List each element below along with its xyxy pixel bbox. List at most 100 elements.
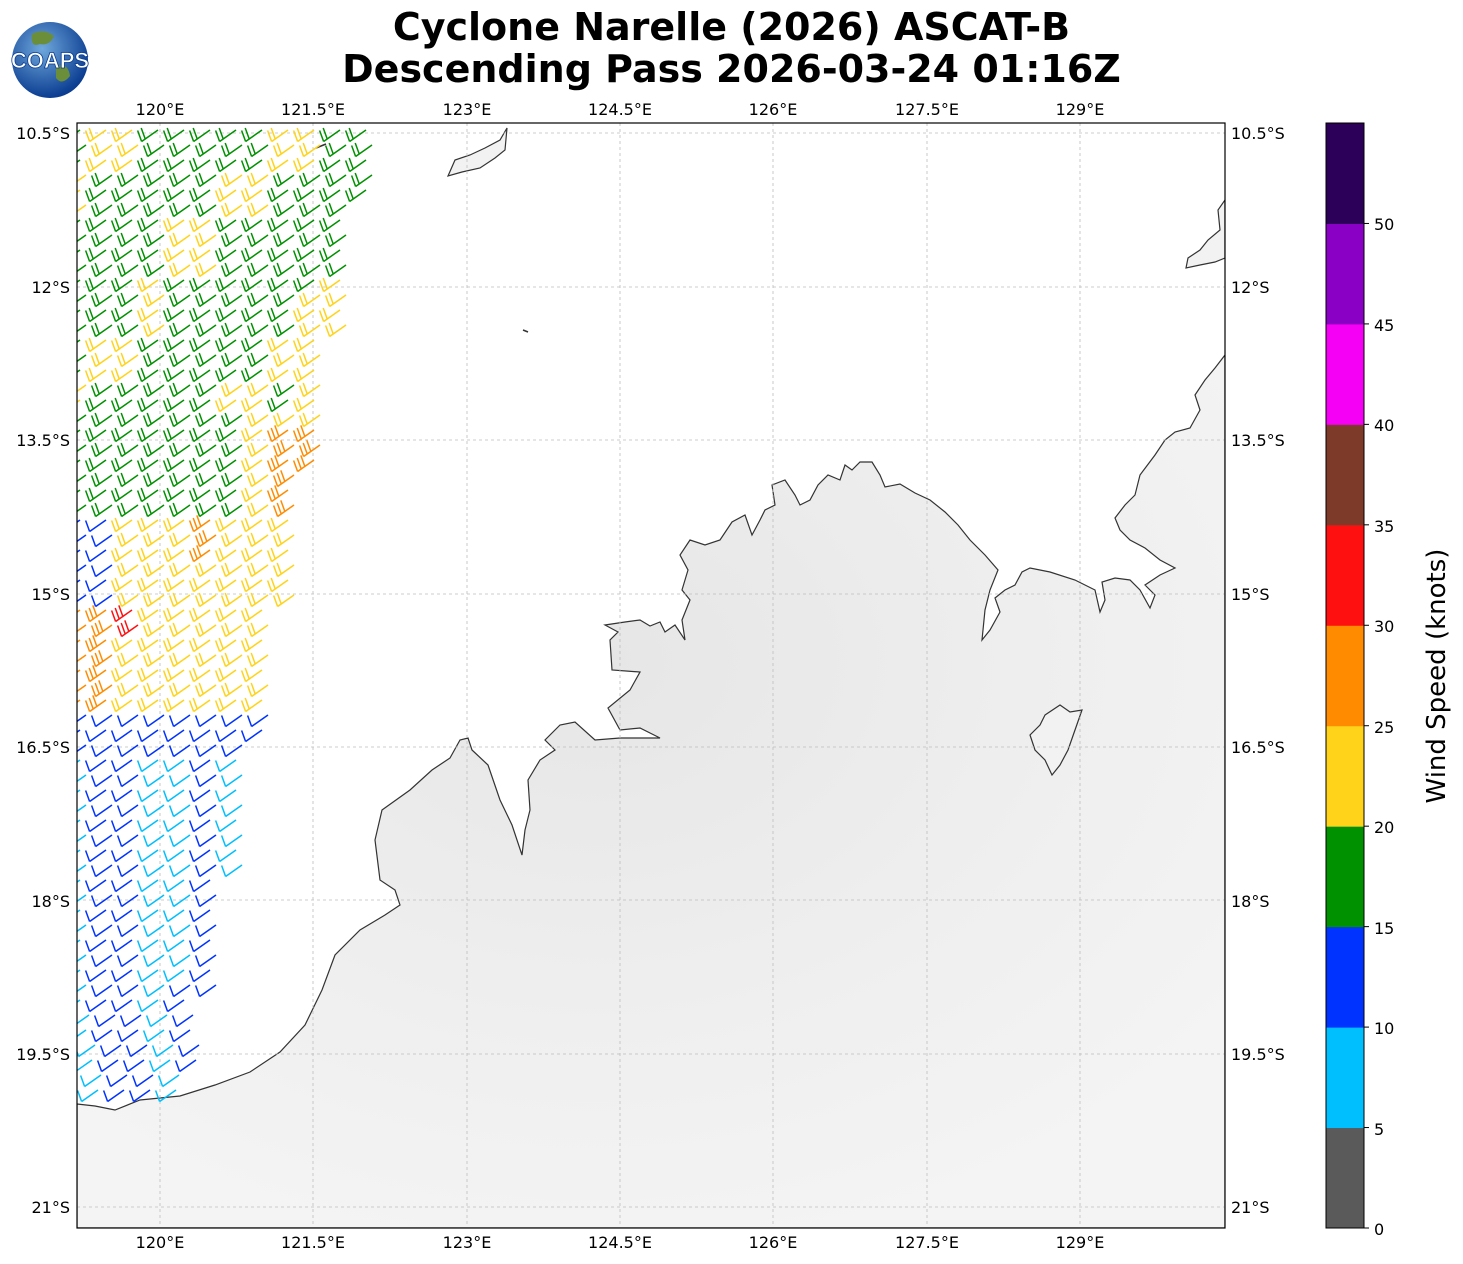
wind-barb bbox=[168, 382, 191, 398]
wind-barb bbox=[151, 1044, 174, 1058]
wind-barb bbox=[162, 909, 185, 923]
wind-barb bbox=[214, 759, 237, 773]
wind-barb bbox=[162, 789, 185, 803]
wind-barb bbox=[272, 292, 295, 308]
wind-barb bbox=[162, 999, 185, 1013]
wind-barb bbox=[77, 624, 87, 633]
wind-barb bbox=[168, 142, 191, 158]
wind-barb bbox=[84, 487, 107, 503]
wind-barb bbox=[220, 442, 243, 458]
wind-barb bbox=[77, 564, 87, 573]
wind-barb bbox=[318, 127, 341, 143]
wind-barb bbox=[110, 367, 133, 383]
wind-barb bbox=[136, 849, 159, 863]
wind-barb bbox=[84, 879, 107, 893]
wind-barb bbox=[240, 547, 263, 563]
wind-barb bbox=[90, 650, 113, 668]
wind-barb bbox=[318, 247, 341, 263]
y-tick-label: 21°S bbox=[31, 1198, 70, 1217]
wind-barb bbox=[188, 187, 211, 203]
wind-barb bbox=[240, 187, 263, 203]
wind-barb bbox=[90, 864, 113, 878]
wind-barb bbox=[168, 864, 191, 878]
wind-barb bbox=[136, 789, 159, 803]
wind-barb bbox=[90, 322, 113, 338]
wind-barb bbox=[272, 412, 295, 428]
colorbar-segment bbox=[1326, 926, 1364, 1028]
wind-barb bbox=[162, 337, 185, 353]
wind-barb bbox=[168, 774, 191, 788]
y-tick-label: 12°S bbox=[31, 278, 70, 297]
wind-barb bbox=[168, 622, 191, 638]
wind-barb bbox=[84, 759, 107, 773]
wind-barb bbox=[116, 954, 139, 968]
wind-barb bbox=[298, 440, 321, 458]
wind-barb bbox=[77, 444, 87, 453]
wind-barb bbox=[136, 187, 159, 203]
wind-barb bbox=[246, 472, 269, 488]
wind-barb bbox=[188, 277, 211, 293]
wind-barb bbox=[116, 864, 139, 878]
wind-barb bbox=[272, 532, 295, 548]
wind-barb bbox=[142, 682, 165, 698]
wind-barb bbox=[136, 607, 159, 623]
wind-barb bbox=[240, 427, 263, 443]
wind-barb bbox=[214, 667, 237, 683]
wind-barb bbox=[194, 954, 217, 968]
wind-barb bbox=[84, 635, 107, 653]
wind-barb bbox=[84, 695, 107, 713]
wind-barb bbox=[90, 232, 113, 248]
wind-barb bbox=[90, 382, 113, 398]
wind-barb bbox=[240, 337, 263, 353]
wind-barb bbox=[90, 620, 113, 638]
wind-barb bbox=[84, 247, 107, 263]
wind-barb bbox=[266, 187, 289, 203]
wind-barb bbox=[188, 217, 211, 233]
wind-barb bbox=[77, 684, 87, 693]
wind-barb bbox=[90, 412, 113, 428]
colorbar-segment bbox=[1326, 826, 1364, 928]
wind-barb bbox=[77, 594, 87, 603]
wind-barb bbox=[110, 217, 133, 233]
wind-barb bbox=[246, 682, 269, 698]
colorbar-segment bbox=[1326, 123, 1364, 224]
wind-barb bbox=[77, 324, 87, 333]
wind-barb bbox=[110, 427, 133, 443]
wind-barb bbox=[214, 157, 237, 173]
wind-barb bbox=[246, 292, 269, 308]
wind-barb bbox=[324, 172, 347, 188]
x-axis-top: 120°E 121.5°E 123°E 124.5°E 126°E 127.5°… bbox=[136, 100, 1105, 119]
wind-barb bbox=[266, 455, 289, 473]
wind-barb bbox=[220, 804, 243, 818]
wind-barb bbox=[324, 142, 347, 158]
wind-barb bbox=[292, 247, 315, 263]
x-tick-label: 120°E bbox=[136, 1233, 185, 1252]
wind-barb bbox=[214, 307, 237, 323]
wind-barb bbox=[90, 954, 113, 968]
wind-barb bbox=[162, 157, 185, 173]
wind-barb bbox=[168, 894, 191, 908]
wind-barb bbox=[266, 517, 289, 533]
wind-barb bbox=[324, 292, 347, 308]
wind-barb bbox=[168, 984, 191, 998]
wind-barb bbox=[188, 427, 211, 443]
wind-barb bbox=[84, 457, 107, 473]
wind-barb bbox=[240, 577, 263, 593]
wind-barb bbox=[110, 187, 133, 203]
wind-barb bbox=[142, 622, 165, 638]
wind-barb bbox=[298, 262, 321, 278]
cb-label: 40 bbox=[1374, 416, 1394, 435]
wind-barb bbox=[298, 142, 321, 158]
wind-barb bbox=[77, 1014, 90, 1025]
wind-barb bbox=[194, 864, 217, 878]
wind-barb bbox=[136, 909, 159, 923]
wind-barb bbox=[220, 292, 243, 308]
wind-barb bbox=[136, 667, 159, 683]
wind-barb bbox=[116, 262, 139, 278]
wind-barb bbox=[168, 292, 191, 308]
wind-barb bbox=[266, 337, 289, 353]
x-tick-label: 121.5°E bbox=[281, 1233, 345, 1252]
wind-barb bbox=[298, 412, 321, 428]
wind-barb bbox=[77, 1089, 99, 1103]
wind-barb bbox=[116, 352, 139, 368]
